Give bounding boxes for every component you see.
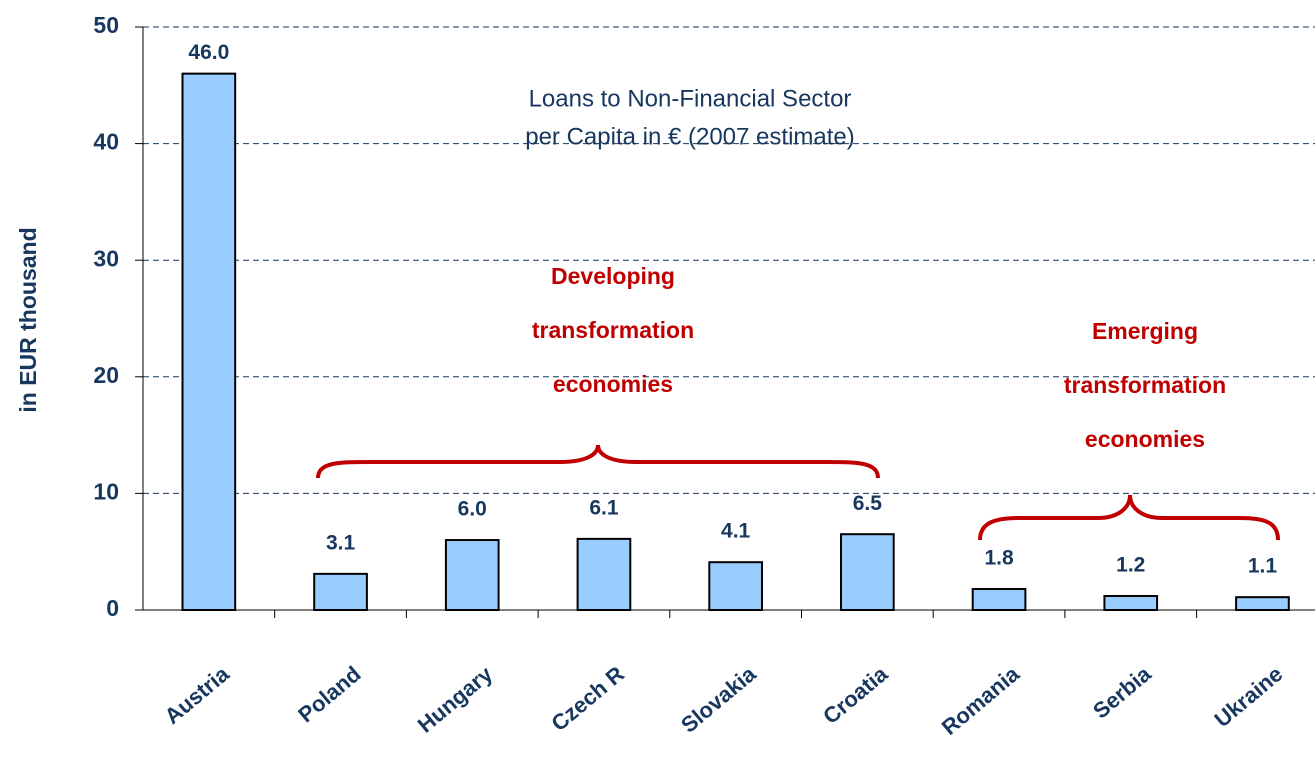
chart-title: Loans to Non-Financial Sector	[529, 85, 852, 112]
x-tick-label: Hungary	[413, 661, 498, 738]
x-tick-label: Poland	[293, 661, 365, 727]
value-label: 1.1	[1248, 555, 1278, 578]
value-label: 46.0	[188, 41, 229, 64]
bar	[181, 72, 237, 611]
bar	[1235, 596, 1290, 612]
value-label: 4.1	[721, 520, 751, 543]
bar	[708, 561, 763, 611]
brace	[316, 444, 880, 479]
x-tick-label: Slovakia	[676, 661, 761, 738]
y-tick-label: 20	[93, 362, 119, 388]
bar	[576, 537, 632, 612]
y-axis-label: in EUR thousand	[15, 227, 41, 412]
brace	[978, 494, 1280, 541]
value-label: 6.0	[458, 498, 487, 521]
x-tick-label: Ukraine	[1209, 661, 1287, 732]
bar	[313, 572, 368, 612]
value-label: 6.1	[589, 496, 619, 519]
group-label: transformation	[532, 317, 694, 343]
y-tick-label: 50	[93, 12, 119, 38]
value-label: 3.1	[326, 531, 356, 554]
value-label: 1.8	[984, 547, 1014, 570]
chart-title: per Capita in € (2007 estimate)	[525, 123, 855, 150]
y-tick-label: 10	[93, 478, 119, 504]
bar	[971, 588, 1027, 612]
y-tick-label: 30	[93, 245, 119, 271]
x-tick-label: Serbia	[1088, 661, 1156, 724]
group-label: economies	[1085, 426, 1205, 452]
x-tick-label: Romania	[937, 661, 1025, 740]
bar	[1103, 595, 1159, 611]
value-label: 6.5	[853, 492, 883, 515]
bar	[444, 539, 500, 611]
y-tick-label: 40	[93, 129, 119, 155]
x-tick-label: Czech R	[546, 661, 629, 736]
group-label: Developing	[551, 263, 675, 289]
x-tick-label: Croatia	[818, 661, 893, 729]
group-label: Emerging	[1092, 318, 1198, 344]
group-label: transformation	[1064, 372, 1226, 398]
y-tick-label: 0	[106, 595, 119, 621]
bar	[840, 533, 895, 612]
x-tick-label: Austria	[160, 661, 235, 729]
group-label: economies	[553, 371, 673, 397]
value-label: 1.2	[1116, 554, 1145, 577]
